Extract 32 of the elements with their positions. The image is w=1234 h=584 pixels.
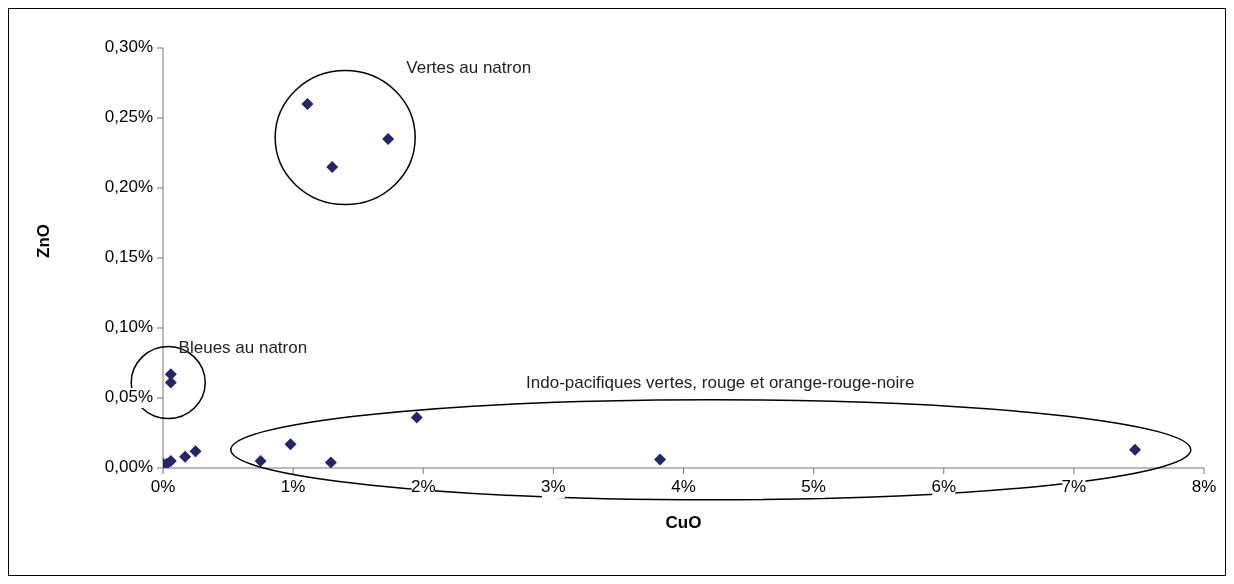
annotation: Indo-pacifiques vertes, rouge et orange-rouge-noire xyxy=(526,373,915,393)
y-tick-label: 0,25% xyxy=(104,107,153,127)
x-tick-label: 8% xyxy=(1191,477,1217,497)
point xyxy=(301,98,314,110)
x-tick-label: 5% xyxy=(801,477,826,497)
annotation: Vertes au natron xyxy=(406,58,532,78)
point xyxy=(654,453,667,466)
point xyxy=(284,438,297,451)
x-tick-label: 3% xyxy=(541,477,566,497)
x-tick-label: 0% xyxy=(150,477,176,497)
x-tick-label: 4% xyxy=(671,477,696,497)
point xyxy=(179,450,192,463)
y-tick-label: 0,05% xyxy=(104,387,153,407)
point xyxy=(410,411,423,424)
point xyxy=(324,456,337,468)
y-tick-label: 0,10% xyxy=(104,317,153,337)
x-tick-label: 1% xyxy=(280,477,306,497)
point xyxy=(254,455,267,467)
y-tick-label: 0,20% xyxy=(104,177,153,197)
y-tick-label: 0,15% xyxy=(104,247,153,267)
annotation: Bleues au natron xyxy=(178,338,308,358)
point xyxy=(1129,443,1142,456)
x-tick-label: 2% xyxy=(410,477,436,497)
y-tick-label: 0,30% xyxy=(104,37,153,57)
point xyxy=(326,161,339,173)
x-tick-label: 6% xyxy=(931,477,957,497)
y-tick-label: 0,00% xyxy=(104,457,153,477)
point xyxy=(382,133,395,145)
x-tick-label: 7% xyxy=(1061,477,1087,497)
point xyxy=(189,445,202,458)
x-axis-title: CuO xyxy=(665,513,702,532)
y-axis-title: ZnO xyxy=(34,224,54,258)
